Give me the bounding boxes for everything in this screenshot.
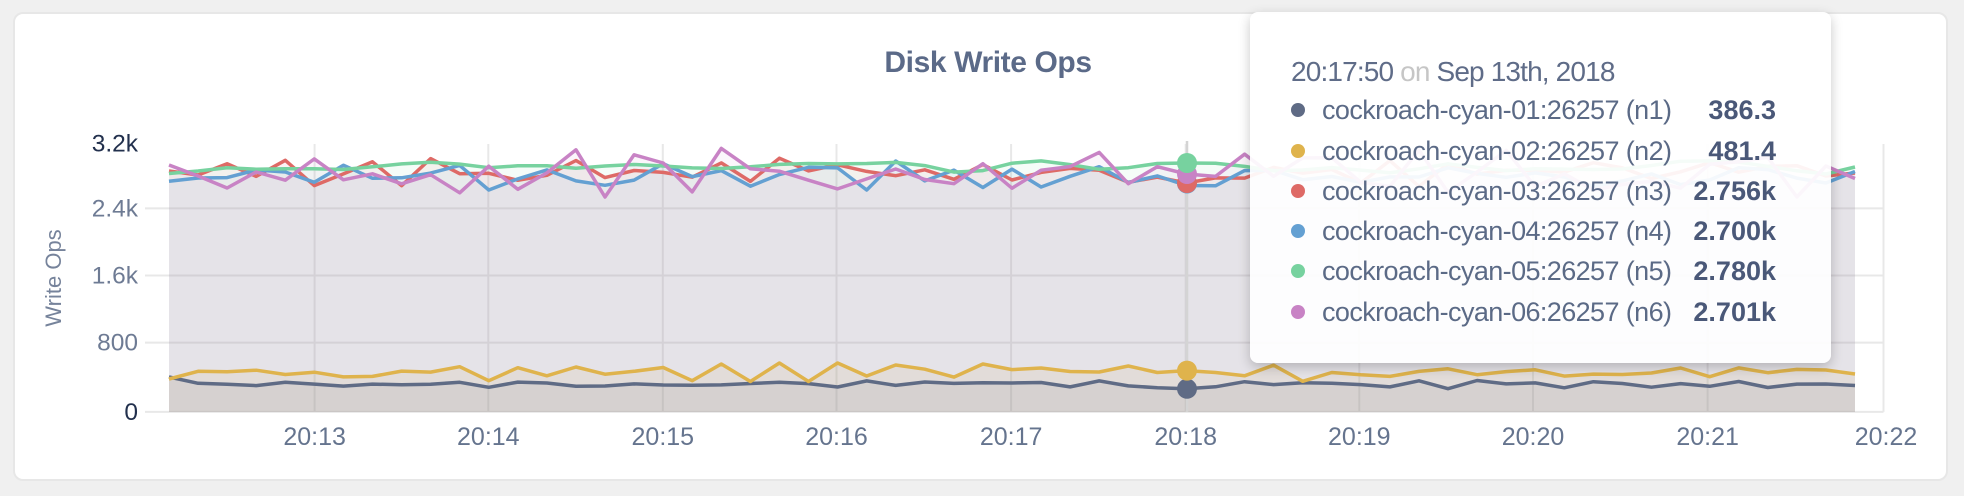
svg-text:Write Ops: Write Ops (41, 229, 66, 326)
svg-text:20:15: 20:15 (632, 423, 695, 451)
svg-text:0: 0 (124, 399, 138, 426)
svg-text:1.6k: 1.6k (92, 263, 139, 290)
svg-text:2.4k: 2.4k (92, 195, 139, 222)
svg-text:20:19: 20:19 (1328, 423, 1391, 451)
svg-text:20:18: 20:18 (1154, 423, 1217, 451)
svg-text:20:17: 20:17 (980, 423, 1043, 451)
svg-text:20:14: 20:14 (457, 423, 520, 451)
svg-text:3.2k: 3.2k (92, 131, 139, 158)
svg-text:20:20: 20:20 (1502, 423, 1565, 451)
svg-text:20:22: 20:22 (1855, 423, 1918, 451)
svg-text:20:13: 20:13 (283, 423, 346, 451)
svg-text:20:16: 20:16 (805, 423, 868, 451)
svg-text:20:21: 20:21 (1676, 423, 1739, 451)
svg-text:800: 800 (97, 330, 138, 357)
